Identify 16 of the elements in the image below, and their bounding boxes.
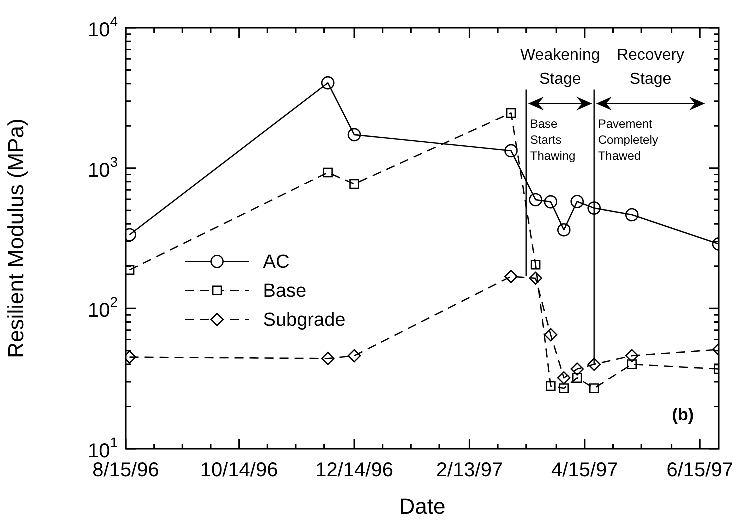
x-axis-title: Date	[399, 494, 446, 519]
annotation: Base Starts Thawing	[530, 116, 576, 163]
annotation: Weakening Stage	[520, 47, 600, 88]
annotation: Recovery Stage	[616, 47, 685, 88]
annotation: (b)	[672, 406, 694, 425]
x-tick-label: 6/15/97	[666, 460, 734, 482]
legend-label: Subgrade	[263, 310, 346, 331]
y-axis-title: Resilient Modulus (MPa)	[3, 118, 28, 358]
x-tick-label: 4/15/97	[552, 460, 618, 482]
legend-label: AC	[263, 252, 290, 273]
x-tick-label: 10/14/96	[200, 460, 278, 482]
x-tick-label: 8/15/96	[92, 460, 160, 482]
annotation: Pavement Completely Thawed	[598, 116, 658, 163]
x-tick-label: 2/13/97	[436, 460, 504, 482]
legend-label: Base	[263, 280, 307, 302]
x-tick-label: 12/14/96	[316, 460, 394, 482]
